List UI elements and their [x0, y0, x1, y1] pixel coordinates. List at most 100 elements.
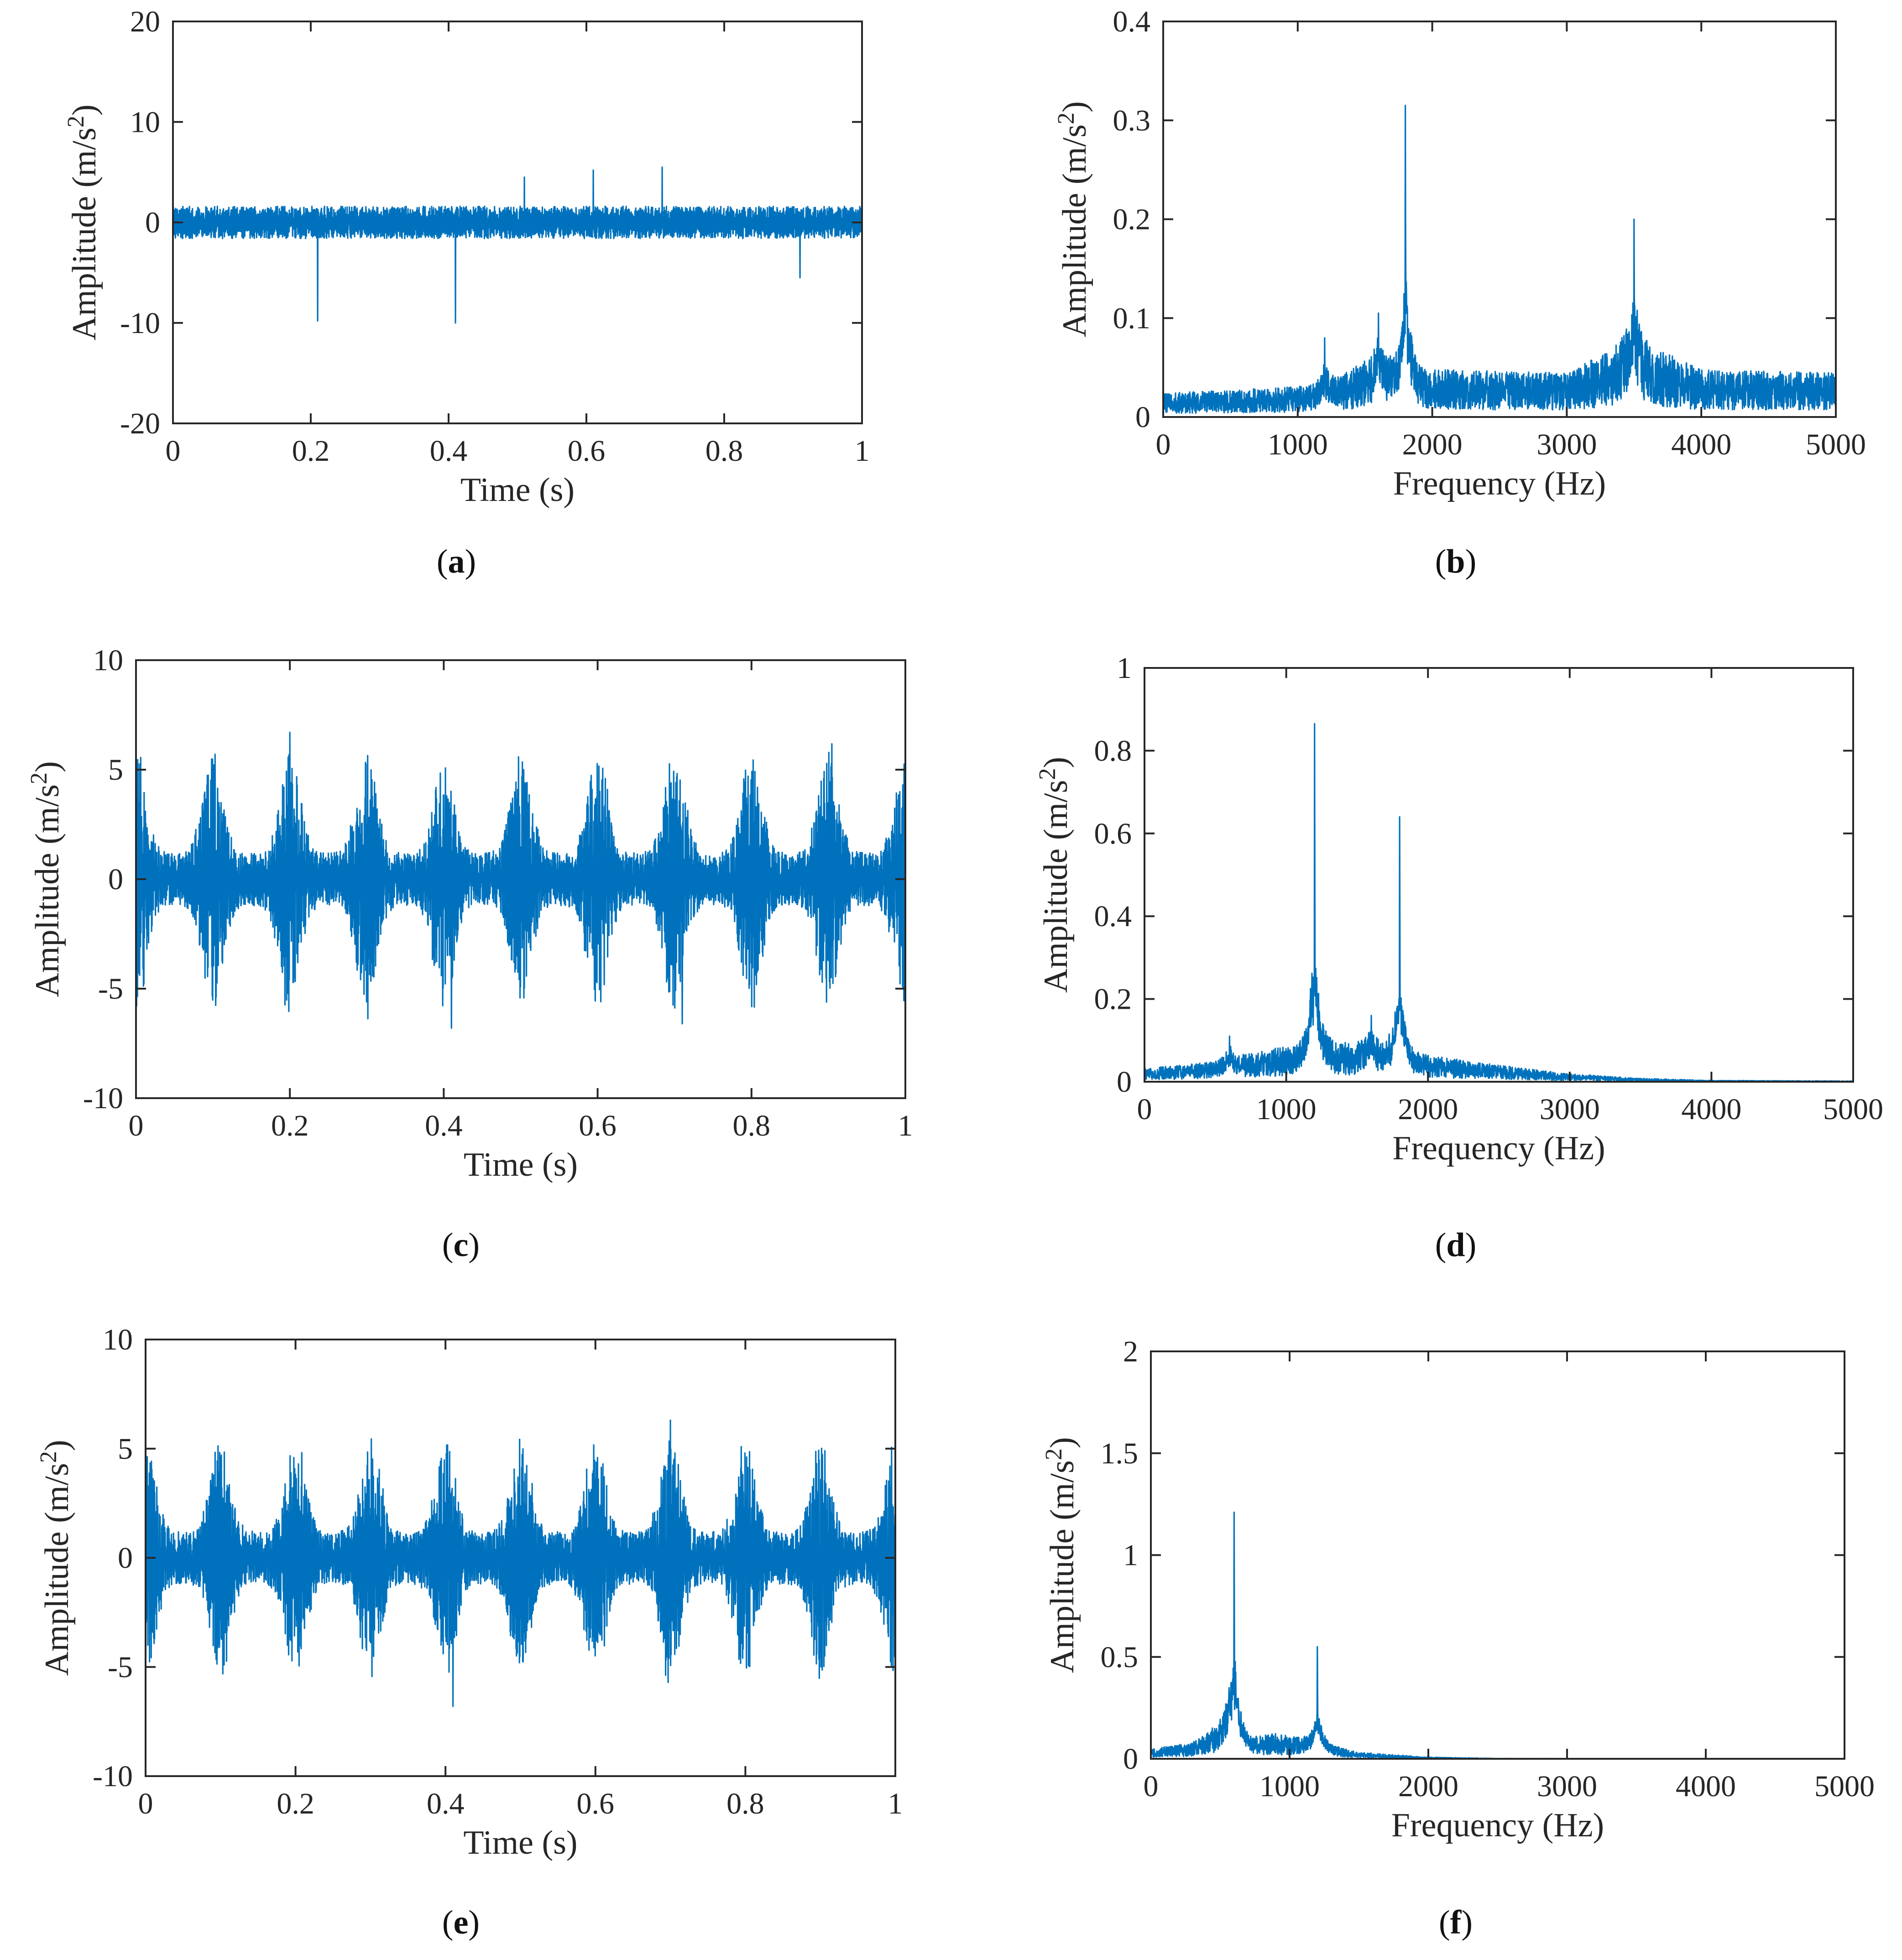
x-tick-label-e-2: 0.4 [427, 1787, 465, 1820]
x-axis-label-c: Time (s) [464, 1146, 578, 1183]
y-tick-label-e-3: 5 [118, 1432, 133, 1465]
x-tick-label-d-0: 0 [1137, 1093, 1152, 1126]
x-tick-label-d-3: 3000 [1540, 1093, 1600, 1126]
x-tick-label-c-0: 0 [129, 1109, 144, 1142]
x-tick-label-b-4: 4000 [1671, 428, 1731, 461]
y-tick-label-e-0: -10 [93, 1760, 133, 1793]
y-axis-label-e: Amplitude (m/s2) [36, 1440, 76, 1676]
y-tick-label-a-3: 10 [130, 105, 160, 139]
y-tick-label-f-3: 1.5 [1101, 1437, 1139, 1470]
y-tick-label-b-1: 0.1 [1113, 302, 1151, 335]
x-tick-label-c-2: 0.4 [425, 1109, 463, 1142]
panel-label-c: (c) [442, 1226, 480, 1264]
plot-frame-f [1150, 1350, 1845, 1760]
y-tick-label-a-2: 0 [145, 206, 160, 240]
y-tick-label-e-1: -5 [108, 1651, 133, 1684]
panel-label-e: (e) [442, 1904, 480, 1941]
x-tick-label-a-4: 0.8 [705, 434, 743, 468]
x-tick-label-b-1: 1000 [1268, 428, 1328, 461]
x-tick-label-a-5: 1 [855, 434, 870, 468]
y-tick-label-b-2: 0.2 [1113, 203, 1151, 236]
panel-label-a: (a) [437, 543, 476, 580]
chart-panel-b: 0 1000 2000 3000 4000 5000 0 0.1 0.2 0.3 0.4 Freque… [1053, 5, 1866, 502]
y-axis-label-f: Amplitude (m/s2) [1041, 1437, 1081, 1673]
x-tick-label-c-5: 1 [898, 1109, 913, 1142]
plot-frame-b [1162, 21, 1837, 418]
y-tick-label-c-4: 10 [93, 644, 123, 677]
chart-panel-d: 0 1000 2000 3000 4000 5000 0 0.2 0.4 0.6 0.8 1 Frequ… [1035, 652, 1883, 1167]
y-axis-label-c: Amplitude (m/s2) [26, 761, 66, 997]
y-tick-label-d-2: 0.4 [1094, 900, 1132, 933]
x-tick-label-e-1: 0.2 [277, 1787, 314, 1820]
x-tick-label-a-1: 0.2 [292, 434, 330, 468]
x-tick-label-c-1: 0.2 [271, 1109, 309, 1142]
y-tick-label-b-4: 0.4 [1113, 5, 1151, 38]
x-tick-label-c-4: 0.8 [733, 1109, 771, 1142]
y-tick-label-b-3: 0.3 [1113, 104, 1151, 137]
series-line-f [1151, 1512, 1845, 1759]
x-axis-label-f: Frequency (Hz) [1391, 1807, 1604, 1844]
series-line-b [1163, 104, 1836, 414]
x-tick-label-e-0: 0 [138, 1787, 153, 1820]
y-axis-label-d: Amplitude (m/s2) [1035, 757, 1075, 993]
x-tick-label-d-1: 1000 [1256, 1093, 1317, 1126]
series-line-d [1144, 723, 1853, 1082]
x-tick-label-e-5: 1 [888, 1787, 903, 1820]
x-tick-label-b-0: 0 [1156, 428, 1171, 461]
y-tick-label-e-4: 10 [103, 1323, 133, 1356]
y-tick-label-b-0: 0 [1135, 401, 1150, 434]
y-tick-label-e-2: 0 [118, 1542, 133, 1575]
x-tick-label-b-5: 5000 [1806, 428, 1866, 461]
x-tick-label-c-3: 0.6 [579, 1109, 617, 1142]
chart-panel-c: 0 0.2 0.4 0.6 0.8 1 -10 -5 0 5 10 Time (s) Amplitude… [26, 644, 913, 1183]
chart-panel-e: 0 0.2 0.4 0.6 0.8 1 -10 -5 0 5 10 Time (s) Amplitude… [36, 1323, 903, 1861]
x-axis-label-d: Frequency (Hz) [1392, 1130, 1605, 1167]
x-tick-label-f-1: 1000 [1259, 1770, 1320, 1803]
y-axis-label-a: Amplitude (m/s2) [63, 104, 103, 340]
y-axis-label-b: Amplitude (m/s2) [1053, 101, 1093, 337]
x-tick-label-f-0: 0 [1144, 1770, 1159, 1803]
plot-frame-d [1144, 667, 1854, 1083]
series-line-a [173, 166, 862, 324]
x-tick-label-f-5: 5000 [1814, 1770, 1875, 1803]
x-axis-label-b: Frequency (Hz) [1393, 465, 1606, 502]
y-tick-label-f-1: 0.5 [1101, 1641, 1139, 1674]
chart-panel-a: 0 0.2 0.4 0.6 0.8 1 -20 -10 0 10 20 Time (s) Amplitu… [63, 5, 870, 509]
x-tick-label-d-2: 2000 [1398, 1093, 1458, 1126]
x-tick-label-f-4: 4000 [1676, 1770, 1736, 1803]
x-tick-label-f-2: 2000 [1398, 1770, 1458, 1803]
y-tick-label-d-3: 0.6 [1094, 817, 1132, 850]
y-tick-label-d-0: 0 [1117, 1065, 1132, 1099]
y-tick-label-f-2: 1 [1123, 1539, 1138, 1572]
y-tick-label-f-0: 0 [1123, 1742, 1138, 1776]
x-tick-label-f-3: 3000 [1537, 1770, 1597, 1803]
y-tick-label-a-1: -10 [120, 307, 160, 340]
x-tick-label-b-2: 2000 [1402, 428, 1463, 461]
y-tick-label-c-1: -5 [98, 972, 123, 1006]
x-tick-label-d-5: 5000 [1823, 1093, 1883, 1126]
y-tick-label-a-0: -20 [120, 407, 160, 440]
x-axis-label-e: Time (s) [463, 1824, 577, 1861]
x-tick-label-e-4: 0.8 [726, 1787, 764, 1820]
y-tick-label-a-4: 20 [130, 5, 160, 38]
y-tick-label-c-3: 5 [108, 753, 123, 787]
panel-label-b: (b) [1435, 543, 1476, 580]
y-tick-label-d-1: 0.2 [1094, 983, 1132, 1016]
y-tick-label-d-4: 0.8 [1094, 734, 1132, 767]
x-tick-label-a-2: 0.4 [430, 434, 468, 468]
x-tick-label-d-4: 4000 [1681, 1093, 1741, 1126]
x-tick-label-a-0: 0 [166, 434, 181, 468]
x-tick-label-e-3: 0.6 [577, 1787, 615, 1820]
y-tick-label-c-2: 0 [108, 863, 123, 896]
y-tick-label-c-0: -10 [83, 1082, 123, 1115]
y-tick-label-f-4: 2 [1123, 1335, 1138, 1368]
panel-label-d: (d) [1435, 1226, 1476, 1264]
series-line-e [146, 1419, 895, 1707]
x-tick-label-b-3: 3000 [1536, 428, 1597, 461]
panel-label-f: (f) [1439, 1904, 1473, 1941]
series-line-c [136, 731, 905, 1029]
x-axis-label-a: Time (s) [460, 471, 575, 509]
x-tick-label-a-3: 0.6 [568, 434, 606, 468]
